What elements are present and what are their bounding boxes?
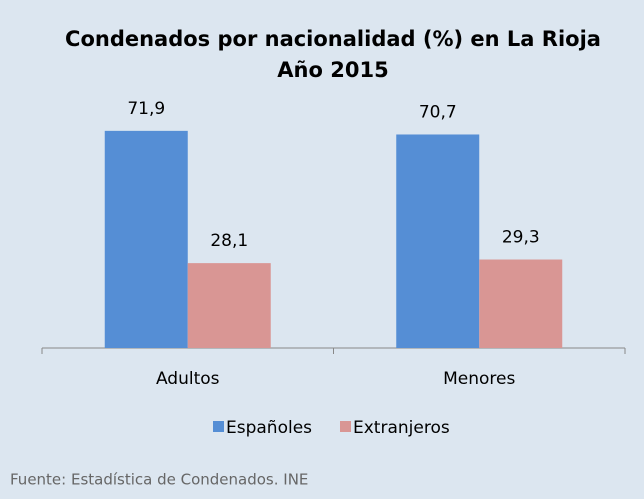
data-label: 28,1 (210, 231, 248, 251)
x-tick-label: Adultos (156, 369, 220, 389)
chart-title: Condenados por nacionalidad (%) en La Ri… (65, 27, 601, 51)
chart-title: Año 2015 (277, 58, 388, 82)
bar (396, 134, 480, 348)
legend-label: Españoles (226, 418, 312, 438)
data-label: 71,9 (127, 99, 165, 119)
data-label: 29,3 (502, 228, 540, 248)
x-tick-label: Menores (443, 369, 515, 389)
bar (187, 263, 271, 348)
bar (104, 130, 188, 348)
source: Fuente: Estadística de Condenados. INE (10, 471, 308, 489)
legend-label: Extranjeros (353, 418, 450, 438)
legend-swatch (340, 421, 351, 432)
data-label: 70,7 (419, 102, 457, 122)
legend-swatch (213, 421, 224, 432)
bar (479, 259, 563, 348)
